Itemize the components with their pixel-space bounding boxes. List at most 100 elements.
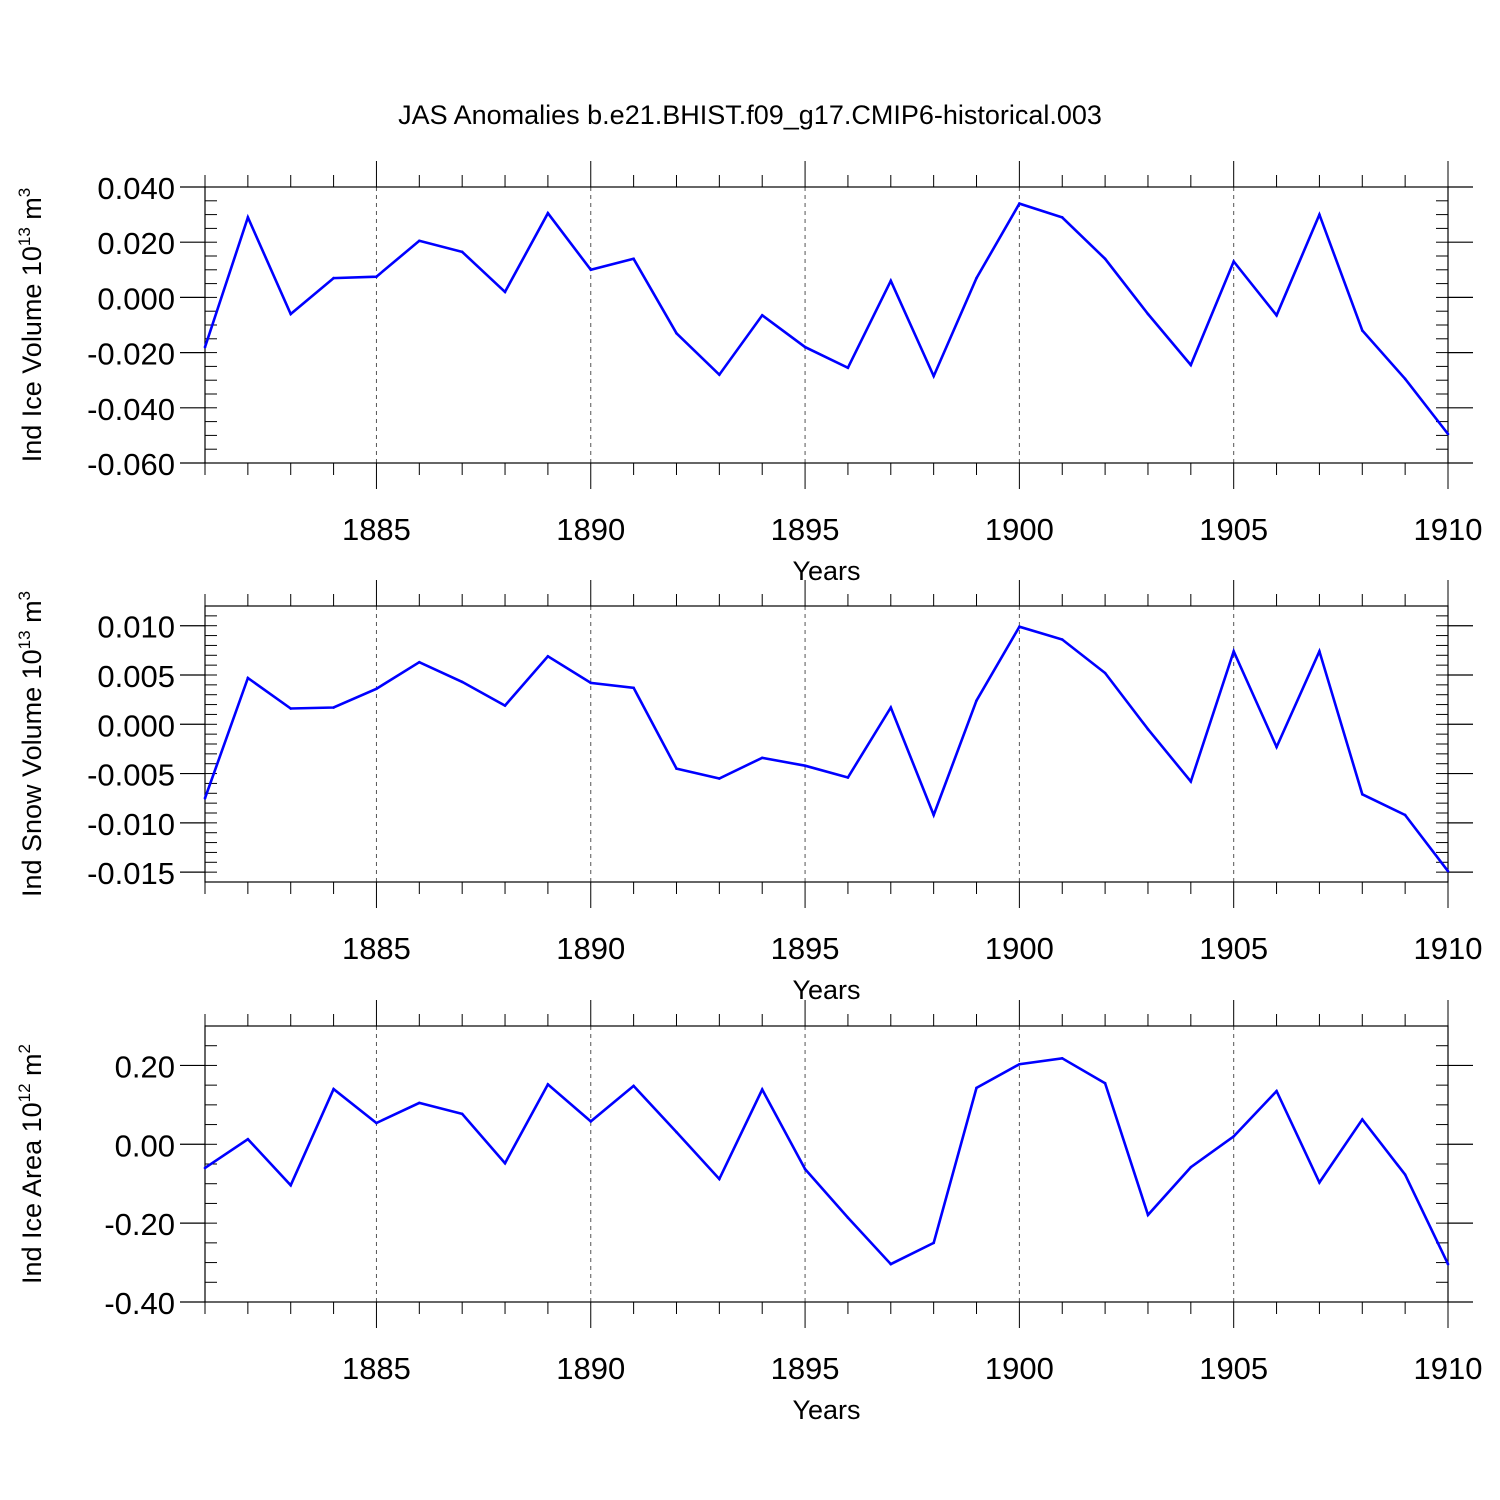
data-point [332,276,335,280]
data-point [1318,1181,1321,1184]
panel-1: 0.040 0.020 0.000 -0.020 -0.040 -0.060 1885 189… [15,161,1482,586]
data-point [1360,1118,1364,1121]
x-tick-label: 1885 [342,512,411,547]
data-point [1060,216,1064,219]
plot-frame [204,186,1449,464]
y-tick-label: -0.010 [87,807,175,842]
data-point [289,707,293,710]
x-tick-label: 1900 [985,1351,1054,1386]
data-point [889,706,893,709]
data-point [760,314,764,317]
data-point [889,1262,893,1266]
plot-frame [204,1025,1449,1303]
data-point [846,776,850,779]
data-point [589,1120,593,1123]
y-tick-label: -0.005 [87,758,175,793]
data-point [418,1101,421,1105]
data-point [246,216,250,219]
data-point [203,796,207,800]
data-point [1146,1213,1150,1217]
y-tick-label: -0.040 [87,392,175,427]
x-tick-label: 1910 [1414,1351,1483,1386]
data-point [718,777,721,780]
data-point [675,767,678,770]
data-point [1146,727,1150,731]
data-point [1103,671,1107,675]
data-point [632,686,635,690]
x-tick-label: 1900 [985,512,1054,547]
data-point [632,257,635,261]
data-point [1360,792,1364,796]
data-point [675,331,678,335]
data-point [203,345,207,349]
data-point [718,1177,721,1181]
x-axis-title: Years [792,556,860,586]
y-tick-label: 0.20 [115,1049,175,1084]
data-point [503,1161,507,1165]
series-line [204,1056,1450,1266]
data-point [932,813,935,817]
data-point [846,1216,850,1219]
x-tick-label: 1890 [556,512,625,547]
data-point [1446,869,1450,873]
data-point [1232,650,1235,653]
data-point [418,239,421,243]
data-point [1403,377,1407,381]
y-tick-label: 0.005 [97,659,175,694]
plot-frame [204,605,1449,883]
data-point [246,676,250,680]
data-point [375,1121,378,1125]
data-point [932,1241,935,1245]
data-point [1275,1089,1278,1093]
x-tick-label: 1905 [1199,1351,1268,1386]
data-point [546,654,550,658]
panel-2: 0.010 0.005 0.000 -0.005 -0.010 -0.015 1885 189… [15,580,1482,1005]
data-point [289,312,293,316]
data-point [246,1137,250,1141]
data-point [546,211,550,215]
data-point [332,1087,335,1091]
data-point [503,704,507,707]
data-point [1103,257,1107,261]
x-axis-title: Years [792,1395,860,1425]
data-point [332,706,335,709]
x-tick-label: 1895 [771,512,840,547]
data-point [975,699,978,702]
data-point [1189,363,1193,367]
data-point [289,1183,293,1187]
panel-3: 0.20 0.00 -0.20 -0.40 1885 1890 1895 1900 1905 19… [15,1000,1482,1425]
data-point [203,1166,207,1170]
y-tick-label: 0.00 [115,1128,175,1163]
data-point [803,345,807,349]
data-point [1275,314,1278,317]
series-line [203,202,1450,435]
y-tick-label: -0.060 [87,447,175,482]
data-point [1189,1165,1193,1169]
data-point [803,764,807,767]
data-point [1060,638,1064,641]
data-point [1018,202,1021,205]
figure-title: JAS Anomalies b.e21.BHIST.f09_g17.CMIP6-… [398,100,1102,130]
y-tick-label: 0.040 [97,171,175,206]
data-point [760,1088,764,1091]
data-point [418,660,421,664]
data-point [975,276,978,280]
data-point [460,250,464,254]
x-tick-label: 1895 [771,931,840,966]
x-tick-label: 1885 [342,1351,411,1386]
y-tick-label: 0.010 [97,610,175,645]
data-point [632,1084,635,1088]
data-point [460,680,464,684]
data-point [675,1130,678,1134]
y-tick-label: -0.20 [104,1207,175,1242]
data-point [1446,1262,1450,1266]
data-point [1060,1057,1064,1060]
data-point [375,687,378,691]
data-point [1103,1081,1107,1085]
data-point [503,290,507,294]
data-point [846,366,850,370]
data-point [589,681,593,685]
x-axis-title: Years [792,975,860,1005]
data-point [1446,432,1450,436]
